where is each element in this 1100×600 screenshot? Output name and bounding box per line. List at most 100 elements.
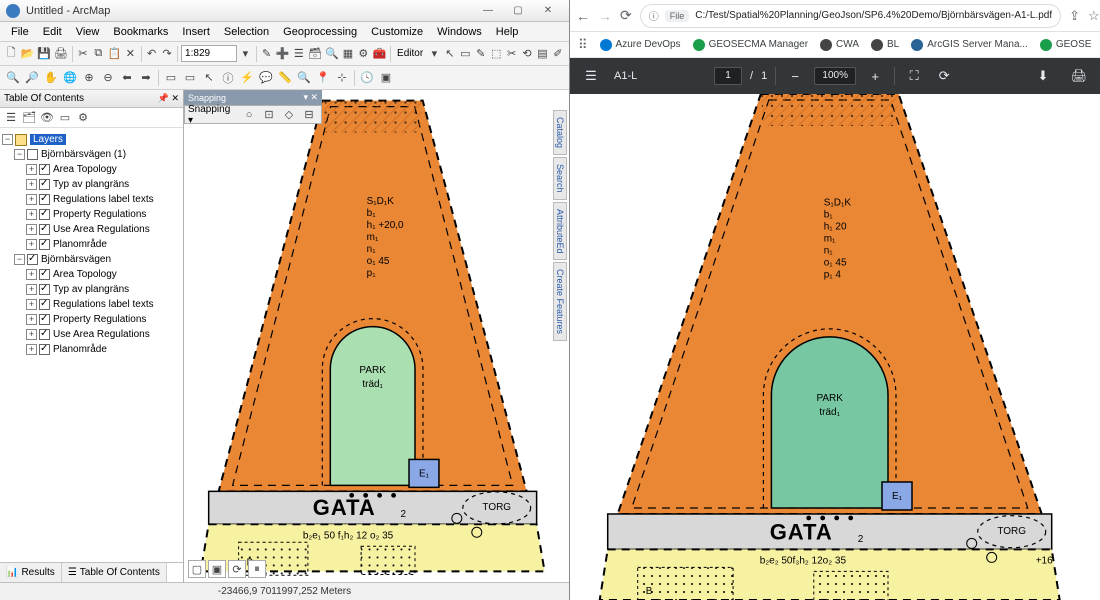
bookmark-item[interactable]: CWA [820,39,859,51]
select-elements-icon[interactable]: ↖ [200,69,218,87]
tab-create-features[interactable]: Create Features [553,262,567,341]
measure-icon[interactable]: 📏 [276,69,294,87]
bookmark-item[interactable]: ArcGIS Server Mana... [911,39,1028,51]
identify-icon[interactable]: ⓘ [219,69,237,87]
tree-layer[interactable]: +Property Regulations [2,207,181,222]
toolbox-icon[interactable]: 🧰 [372,45,388,63]
tree-layer[interactable]: +Area Topology [2,267,181,282]
print-icon[interactable]: 🖨 [53,45,69,63]
menu-help[interactable]: Help [491,24,524,40]
select-features-icon[interactable]: ▭ [162,69,180,87]
tree-layer[interactable]: +Property Regulations [2,312,181,327]
zoom-in-icon[interactable]: 🔍 [4,69,22,87]
bookmark-item[interactable]: BL [871,39,899,51]
reload-icon[interactable]: ⟳ [620,6,632,26]
fwd-extent-icon[interactable]: ➡ [137,69,155,87]
toc-pin-icon[interactable]: 📌 ✕ [158,93,179,104]
copy-icon[interactable]: ⧉ [91,45,105,63]
fit-page-icon[interactable]: ⛶ [903,65,925,87]
pdf-viewport[interactable]: S₁D₁Kb₁h₁ 20m₁n₁o₁ 45p₁ 4PARKträd₁E₁GATA… [570,94,1100,600]
tab-toc[interactable]: ☰ Table Of Contents [62,563,167,582]
list-by-drawing-icon[interactable]: ☰ [3,110,19,126]
tree-root[interactable]: −Layers [2,132,181,147]
tree-layer[interactable]: +Planområde [2,342,181,357]
star-icon[interactable]: ☆ [1088,7,1100,25]
tab-catalog[interactable]: Catalog [553,110,567,155]
toc-tree[interactable]: −Layers−Björnbärsvägen (1)+Area Topology… [0,128,183,562]
fixed-zoom-out-icon[interactable]: ⊖ [99,69,117,87]
tab-search[interactable]: Search [553,157,567,200]
bookmark-item[interactable]: Azure DevOps [600,39,681,51]
page-input[interactable]: 1 [714,67,742,85]
forward-icon[interactable]: → [598,6,612,26]
print-icon[interactable]: 🖨 [1068,65,1090,87]
tree-layer[interactable]: +Typ av plangräns [2,282,181,297]
add-data-icon[interactable]: ➕ [275,45,291,63]
rotate-icon[interactable]: ⟳ [933,65,955,87]
tab-results[interactable]: 📊 Results [0,563,62,582]
find-route-icon[interactable]: 📍 [314,69,332,87]
reshape-icon[interactable]: ✎ [473,45,487,63]
cut-icon[interactable]: ✂ [76,45,90,63]
menu-geoprocessing[interactable]: Geoprocessing [278,24,362,40]
html-popup-icon[interactable]: 💬 [257,69,275,87]
cut-polygons-icon[interactable]: ⬚ [489,45,503,63]
editor-label[interactable]: Editor [394,48,426,59]
arcmap-map-view[interactable]: S₁D₁Kb₁h₁ +20,0m₁n₁o₁ 45p₁PARKträd₁E₁GAT… [184,90,569,582]
omnibox[interactable]: ⓘ File C:/Test/Spatial%20Planning/GeoJso… [640,4,1061,28]
layout-view-icon[interactable]: ▣ [208,560,226,578]
split-icon[interactable]: ✂ [504,45,518,63]
tab-attributes[interactable]: AttributeEd [553,202,567,261]
edit-tool-icon[interactable]: ↖ [443,45,457,63]
hyperlink-icon[interactable]: ⚡ [238,69,256,87]
tree-layer[interactable]: +Regulations label texts [2,297,181,312]
zoom-readout[interactable]: 100% [814,67,856,85]
toc-icon[interactable]: ☰ [292,45,306,63]
bookmark-item[interactable]: GEOSECMA Manager [693,39,808,51]
close-button[interactable]: ✕ [533,3,563,19]
clear-selection-icon[interactable]: ▭ [181,69,199,87]
open-icon[interactable]: 📂 [19,45,35,63]
menu-insert[interactable]: Insert [177,24,215,40]
attributes-icon[interactable]: ▤ [535,45,549,63]
search-icon[interactable]: 🔍 [324,45,340,63]
download-icon[interactable]: ⬇ [1032,65,1054,87]
scale-input[interactable]: 1:829 [181,45,237,62]
create-viewer-icon[interactable]: ▣ [377,69,395,87]
share-icon[interactable]: ⇪ [1069,7,1080,25]
undo-icon[interactable]: ↶ [144,45,158,63]
sketch-icon[interactable]: ✐ [551,45,565,63]
data-view-icon[interactable]: ▢ [188,560,206,578]
catalog-icon[interactable]: 🗃 [307,45,323,63]
menu-customize[interactable]: Customize [366,24,428,40]
delete-icon[interactable]: ✕ [123,45,137,63]
zoom-in-icon[interactable]: + [864,65,886,87]
refresh-icon[interactable]: ⟳ [228,560,246,578]
back-extent-icon[interactable]: ⬅ [118,69,136,87]
pause-icon[interactable]: ⏸ [248,560,266,578]
list-by-selection-icon[interactable]: ▭ [57,110,73,126]
rotate-icon[interactable]: ⟲ [520,45,534,63]
list-by-visibility-icon[interactable]: 👁 [39,110,55,126]
list-by-source-icon[interactable]: 🗂 [21,110,37,126]
back-icon[interactable]: ← [576,6,590,26]
goto-xy-icon[interactable]: ⊹ [333,69,351,87]
chevron-down-icon[interactable]: ▾ [427,45,441,63]
menu-selection[interactable]: Selection [219,24,274,40]
maximize-button[interactable]: ▢ [503,3,533,19]
find-icon[interactable]: 🔍 [295,69,313,87]
menu-windows[interactable]: Windows [432,24,487,40]
options-icon[interactable]: ⚙ [75,110,91,126]
tree-group[interactable]: −Björnbärsvägen [2,252,181,267]
chevron-down-icon[interactable]: ▾ [238,45,252,63]
minimize-button[interactable]: — [473,3,503,19]
tree-layer[interactable]: +Use Area Regulations [2,222,181,237]
menu-edit[interactable]: Edit [38,24,67,40]
tree-layer[interactable]: +Typ av plangräns [2,177,181,192]
menu-icon[interactable]: ☰ [580,65,602,87]
fixed-zoom-in-icon[interactable]: ⊕ [80,69,98,87]
apps-icon[interactable]: ⠿ [578,37,588,53]
new-icon[interactable]: 🗋 [4,45,18,63]
tree-layer[interactable]: +Regulations label texts [2,192,181,207]
tree-layer[interactable]: +Area Topology [2,162,181,177]
